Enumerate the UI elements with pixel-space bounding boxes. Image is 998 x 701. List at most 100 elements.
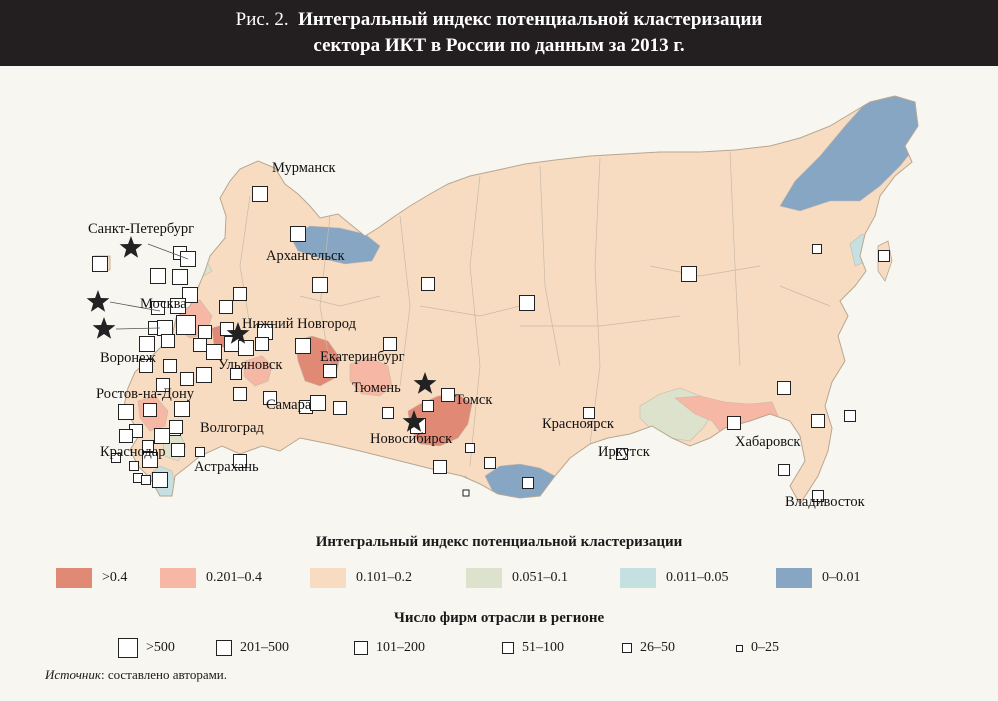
city-label: Владивосток (785, 494, 866, 510)
legend-index-label: 0.101–0.2 (356, 570, 412, 585)
firm-count-box (150, 268, 166, 284)
firm-count-box (154, 428, 170, 444)
marker-layer (86, 186, 890, 502)
leader-line (109, 301, 161, 312)
city-label: Краснодар (100, 444, 165, 460)
city-label: Нижний Новгород (242, 316, 357, 332)
legend-index-label: >0.4 (102, 570, 128, 585)
region-border-11 (299, 295, 381, 307)
firm-count-box (583, 407, 595, 419)
firm-count-box (161, 334, 175, 348)
legend-firms-label: 101–200 (376, 640, 425, 655)
firm-count-box (176, 315, 196, 335)
firm-count-box (233, 454, 247, 468)
figure-title-line1: Рис. 2. Интегральный индекс потенциально… (0, 9, 998, 31)
firm-count-box (143, 403, 157, 417)
legend-firms-item: 101–200 (354, 638, 425, 658)
legend-box (736, 644, 743, 652)
firm-count-box (174, 401, 190, 417)
legend-index-label: 0.011–0.05 (666, 570, 729, 585)
firm-count-box (180, 372, 194, 386)
region-border-4 (729, 151, 741, 367)
region-chukotka (779, 96, 918, 212)
leader-line (115, 327, 161, 330)
city-label: Ростов-на-Дону (96, 386, 195, 402)
firm-count-box (519, 295, 535, 311)
legend-firms-label: 0–25 (751, 640, 779, 655)
russia-outline (123, 95, 919, 505)
region-border-8 (239, 195, 251, 327)
firm-count-box (290, 226, 306, 242)
firm-count-box (141, 475, 151, 485)
firm-count-box (844, 410, 856, 422)
legend-index-item: 0.201–0.4 (160, 568, 262, 588)
region-border-7 (520, 315, 681, 327)
legend-swatch (56, 568, 92, 588)
source-note: Источник: составлено авторами. (45, 667, 227, 683)
firm-count-box (182, 287, 198, 303)
legend-firms-item: 51–100 (502, 638, 564, 658)
firm-count-box (196, 367, 212, 383)
city-label: Волгоград (200, 420, 264, 436)
legend-swatch (310, 568, 346, 588)
firm-count-box (777, 381, 791, 395)
legend-index-item: 0.051–0.1 (466, 568, 568, 588)
region-ulyanovsk (243, 355, 273, 387)
city-label: Тюмень (352, 380, 401, 396)
legend-index-item: 0.101–0.2 (310, 568, 412, 588)
figure-header: Рис. 2. Интегральный индекс потенциально… (0, 0, 998, 66)
city-label: Воронеж (100, 350, 157, 366)
firm-count-box (727, 416, 741, 430)
legend-index-label: 0–0.01 (822, 570, 861, 585)
firm-count-box (230, 368, 242, 380)
firm-count-box (193, 338, 207, 352)
legend-firms-title: Число фирм отрасли в регионе (393, 610, 605, 626)
firm-count-box (170, 298, 186, 314)
source-text: : составлено авторами. (100, 667, 228, 682)
legend-index-item: 0.011–0.05 (620, 568, 728, 588)
firm-count-box (522, 477, 534, 489)
city-label: Хабаровск (735, 434, 801, 450)
region-border-0 (469, 175, 481, 467)
firm-count-box (878, 250, 890, 262)
legend-firms-item: 26–50 (622, 638, 675, 658)
label-layer: Мурманск Санкт-Петербург Архангельск Москва… (88, 160, 866, 510)
cluster-star-icon (402, 410, 426, 432)
firm-count-box (139, 336, 155, 352)
cluster-star-icon (119, 236, 143, 258)
firm-count-box (310, 395, 326, 411)
firm-count-box (233, 387, 247, 401)
russia-map: Мурманск Санкт-Петербург Архангельск Москва… (86, 95, 919, 510)
city-label: Ульяновск (218, 357, 283, 373)
legend-box (118, 638, 138, 658)
cluster-star-icon (413, 372, 437, 394)
city-label: Астрахань (194, 459, 259, 475)
firm-count-box (169, 420, 183, 434)
city-label: Москва (140, 296, 187, 312)
firm-count-box (812, 244, 822, 254)
legend-firms-label: 201–500 (240, 640, 289, 655)
city-label: Самара (266, 397, 312, 413)
firm-count-box (119, 429, 133, 443)
firm-count-box (198, 325, 212, 339)
firm-count-box (238, 340, 254, 356)
region-border-9 (779, 285, 831, 307)
firm-count-box (152, 472, 168, 488)
region-border-10 (419, 305, 521, 317)
cluster-star-icon (92, 317, 116, 339)
firm-count-box (462, 489, 470, 497)
city-label: Томск (455, 392, 493, 408)
firm-count-box (92, 256, 108, 272)
leader-line (147, 243, 189, 260)
firm-count-box (118, 404, 134, 420)
firm-count-box (206, 344, 222, 360)
firm-count-box (129, 461, 139, 471)
firm-count-box (778, 464, 790, 476)
firm-count-box (383, 337, 397, 351)
firm-count-box (263, 391, 277, 405)
legend-firms-label: 26–50 (640, 640, 675, 655)
legend-firms-label: 51–100 (522, 640, 564, 655)
legend-box (354, 641, 368, 655)
firm-count-box (421, 277, 435, 291)
firm-count-box (433, 460, 447, 474)
